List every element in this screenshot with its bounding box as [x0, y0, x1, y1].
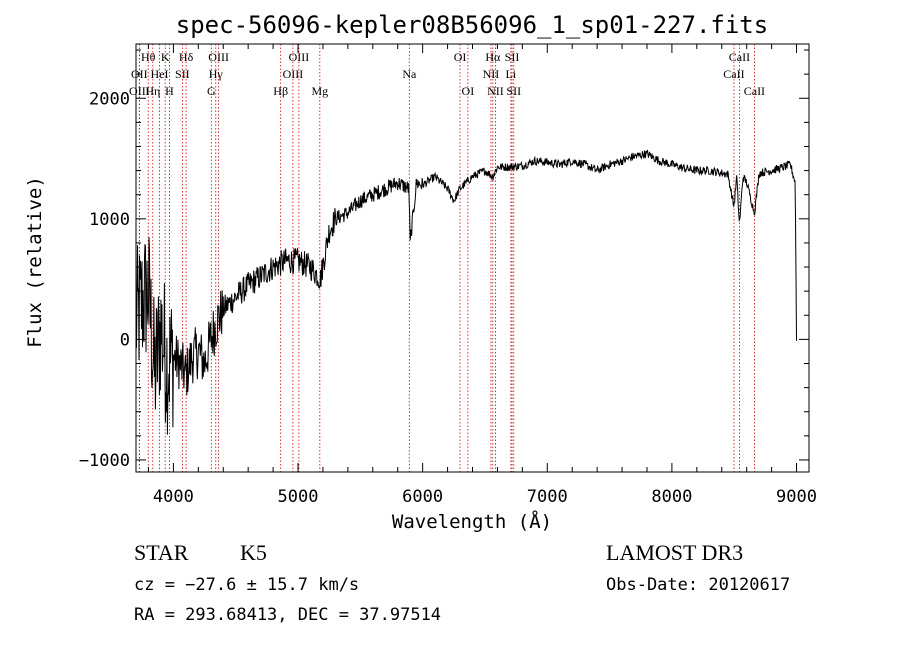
emission-line-label: OIII — [208, 50, 229, 64]
emission-line-label: OIII — [129, 84, 150, 98]
emission-line-label: SII — [505, 50, 520, 64]
emission-line-label: Li — [506, 67, 517, 81]
x-axis-label: Wavelength (Å) — [392, 510, 552, 533]
spectrum-line — [135, 149, 797, 435]
emission-line-label: CaII — [729, 50, 750, 64]
emission-line-label: G — [207, 84, 216, 98]
obs-date: Obs-Date: 20120617 — [606, 575, 790, 595]
emission-line-label: SII — [506, 84, 521, 98]
y-tick-label: −1000 — [79, 451, 130, 471]
x-axis-ticks: 4000 5000 6000 7000 8000 9000 — [147, 44, 817, 507]
object-subclass: K5 — [240, 540, 267, 565]
x-tick-label: 4000 — [153, 487, 194, 507]
y-axis-ticks: −1000 0 1000 2000 — [79, 49, 809, 471]
survey-name: LAMOST DR3 — [606, 540, 743, 565]
emission-line-label: OI — [462, 84, 475, 98]
emission-line-label: Hβ — [273, 84, 288, 98]
x-tick-label: 5000 — [278, 487, 319, 507]
redshift-text: cz = −27.6 ± 15.7 km/s — [134, 575, 359, 595]
emission-line-label: K — [161, 50, 170, 64]
emission-line-label: Hγ — [209, 67, 224, 81]
emission-line-label: OIII — [283, 67, 304, 81]
object-class: STAR — [134, 540, 189, 565]
emission-line-label: Hη — [145, 84, 160, 98]
emission-line-label: OIII — [289, 50, 310, 64]
plot-frame — [135, 43, 810, 473]
emission-line-label: NII — [483, 67, 500, 81]
chart-title: spec-56096-kepler08B56096_1_sp01-227.fit… — [176, 11, 768, 39]
y-tick-label: 0 — [120, 330, 130, 350]
emission-line-label: Hα — [485, 50, 501, 64]
emission-line-markers — [138, 44, 755, 472]
x-tick-label: 7000 — [527, 487, 568, 507]
y-axis-label: Flux (relative) — [24, 176, 46, 348]
emission-line-label: SII — [175, 67, 190, 81]
coordinates: RA = 293.68413, DEC = 37.97514 — [134, 605, 441, 625]
emission-line-label: Mg — [311, 84, 328, 98]
emission-line-label: CaII — [723, 67, 744, 81]
emission-line-label: CaII — [744, 84, 765, 98]
emission-line-label: Hδ — [179, 50, 194, 64]
emission-line-label: NII — [487, 84, 504, 98]
y-tick-label: 1000 — [89, 210, 130, 230]
y-tick-label: 2000 — [89, 89, 130, 109]
emission-line-label: H — [165, 84, 174, 98]
emission-line-label: HeI — [151, 67, 169, 81]
x-tick-label: 8000 — [651, 487, 692, 507]
x-tick-label: 9000 — [776, 487, 817, 507]
emission-line-label: Hθ — [141, 50, 156, 64]
emission-line-label: Na — [402, 67, 417, 81]
x-tick-label: 6000 — [402, 487, 443, 507]
emission-line-label: OI — [454, 50, 467, 64]
